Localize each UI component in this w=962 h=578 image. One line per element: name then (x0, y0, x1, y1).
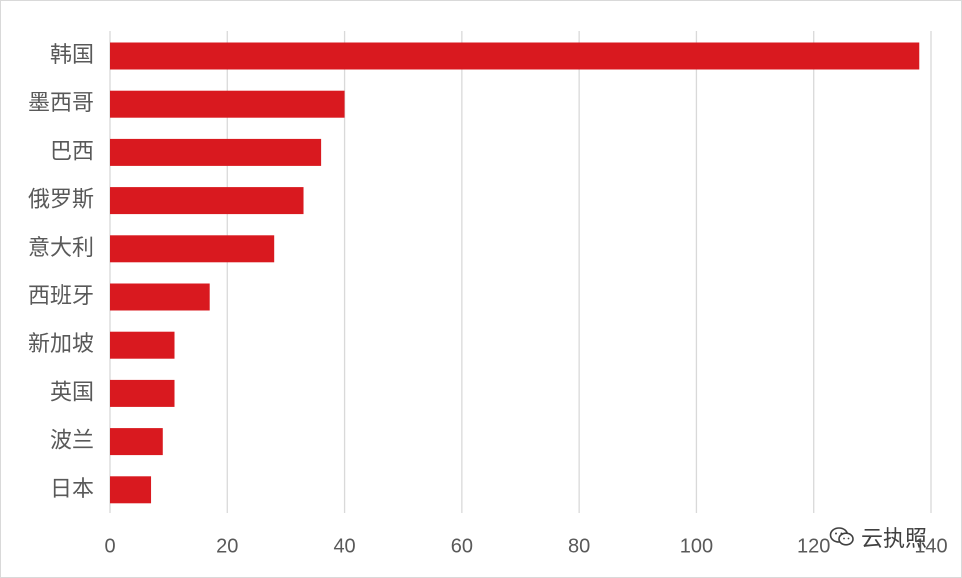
bar-6 (110, 331, 175, 359)
x-tick-label: 0 (104, 535, 115, 557)
x-tick-label: 60 (451, 535, 473, 557)
category-label: 俄罗斯 (28, 188, 94, 213)
bar-7 (110, 379, 175, 407)
watermark-text: 云执照 (860, 527, 927, 552)
x-tick-label: 120 (797, 535, 830, 557)
category-label: 英国 (50, 380, 94, 405)
bar-3 (110, 187, 304, 215)
x-tick-label: 140 (914, 535, 947, 557)
category-label: 巴西 (50, 139, 94, 164)
category-label: 西班牙 (28, 284, 94, 309)
wechat-icon (829, 527, 854, 546)
category-label: 韩国 (50, 43, 94, 68)
x-tick-label: 40 (333, 535, 355, 557)
bar-0 (110, 42, 920, 70)
category-label: 日本 (50, 477, 94, 502)
x-tick-label: 100 (680, 535, 713, 557)
category-label: 墨西哥 (28, 91, 94, 116)
bar-1 (110, 90, 345, 118)
category-label: 意大利 (28, 236, 94, 261)
category-label: 新加坡 (28, 332, 94, 357)
category-label: 波兰 (50, 429, 94, 454)
bar-5 (110, 283, 210, 311)
watermark: 云执照 (829, 521, 927, 553)
bar-4 (110, 235, 275, 263)
bar-8 (110, 428, 163, 456)
bar-2 (110, 138, 322, 166)
bar-9 (110, 476, 152, 504)
x-tick-label: 80 (568, 535, 590, 557)
x-tick-label: 20 (216, 535, 238, 557)
